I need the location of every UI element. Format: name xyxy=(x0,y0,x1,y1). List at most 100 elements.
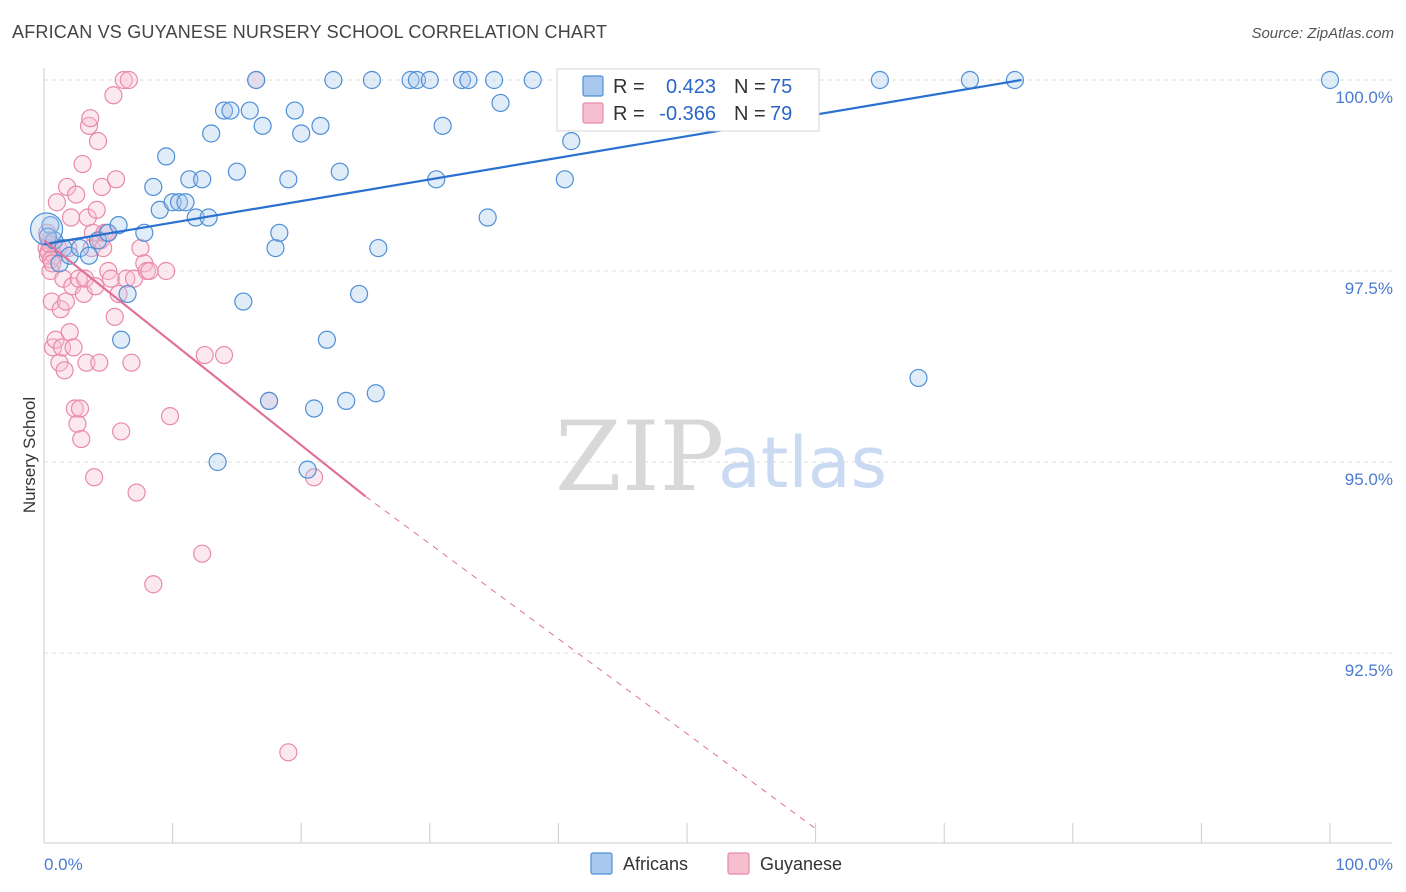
watermark-atlas: atlas xyxy=(718,422,887,504)
guyanese-point-24 xyxy=(68,414,87,433)
africans-point-43 xyxy=(330,162,349,181)
watermark-zip: ZIP xyxy=(555,401,724,513)
africans-point-10 xyxy=(118,284,137,304)
guyanese-swatch xyxy=(582,102,604,124)
guyanese-n-value: 79 xyxy=(770,103,792,125)
guyanese-point-27 xyxy=(72,429,91,449)
guyanese-point-28 xyxy=(73,154,92,174)
guyanese-point-53 xyxy=(112,422,131,441)
guyanese-point-51 xyxy=(106,170,126,189)
africans-r-label: R = xyxy=(613,76,645,98)
y-tick-label-0: 92.5% xyxy=(1345,661,1393,680)
guyanese-point-41 xyxy=(90,353,109,372)
africans-point-58 xyxy=(491,93,510,113)
legend-africans-label: Africans xyxy=(623,854,688,874)
guyanese-point-59 xyxy=(127,483,146,502)
africans-point-60 xyxy=(555,170,574,189)
africans-point-53 xyxy=(433,116,452,135)
africans-n-label: N = xyxy=(734,76,766,98)
guyanese-point-34 xyxy=(81,109,100,128)
africans-point-11 xyxy=(112,330,131,349)
guyanese-n-label: N = xyxy=(734,103,766,125)
africans-point-39 xyxy=(304,399,324,418)
guyanese-point-64 xyxy=(144,575,163,594)
africans-point-57 xyxy=(485,70,504,90)
africans-point-55 xyxy=(459,70,478,90)
guyanese-point-21 xyxy=(64,338,83,357)
guyanese-point-50 xyxy=(105,307,124,326)
africans-point-24 xyxy=(208,452,227,472)
africans-point-32 xyxy=(259,391,279,410)
africans-point-2 xyxy=(50,254,69,273)
x-tick-labels: 0.0% 100.0% xyxy=(44,855,1393,874)
africans-point-26 xyxy=(221,101,240,120)
africans-point-cluster xyxy=(29,212,64,246)
africans-point-47 xyxy=(366,384,385,403)
guyanese-point-19 xyxy=(61,208,81,227)
guyanese-point-31 xyxy=(77,353,96,372)
africans-point-19 xyxy=(180,170,199,189)
gridlines xyxy=(44,79,1392,654)
series-legend: Africans Guyanese xyxy=(590,852,842,875)
guyanese-r-label: R = xyxy=(613,103,645,125)
africans-point-9 xyxy=(109,216,128,235)
africans-trend-line xyxy=(43,78,1022,246)
trend-lines xyxy=(43,78,1022,830)
legend-guyanese-swatch xyxy=(727,852,750,875)
guyanese-point-69 xyxy=(214,345,234,365)
guyanese-point-73 xyxy=(304,468,324,487)
guyanese-point-14 xyxy=(55,361,74,380)
guyanese-point-23 xyxy=(67,185,86,204)
guyanese-point-65 xyxy=(157,261,176,281)
legend-guyanese-label: Guyanese xyxy=(760,854,842,874)
axes xyxy=(43,68,1392,844)
africans-point-56 xyxy=(478,208,497,227)
africans-point-38 xyxy=(298,460,317,479)
africans-point-69 xyxy=(870,70,890,90)
guyanese-point-8 xyxy=(47,193,66,212)
africans-point-23 xyxy=(202,124,221,143)
africans-n-value: 75 xyxy=(770,76,792,98)
y-axis-label: Nursery School xyxy=(20,397,39,513)
africans-point-15 xyxy=(157,147,176,166)
guyanese-points xyxy=(37,70,324,762)
guyanese-point-49 xyxy=(104,86,123,105)
africans-point-4 xyxy=(60,246,79,265)
africans-point-28 xyxy=(234,292,253,311)
chart-title: AFRICAN VS GUYANESE NURSERY SCHOOL CORRE… xyxy=(12,22,608,42)
guyanese-point-55 xyxy=(117,269,136,288)
guyanese-trend-line xyxy=(43,239,367,498)
guyanese-point-37 xyxy=(85,468,104,487)
africans-point-36 xyxy=(285,101,304,120)
africans-point-50 xyxy=(407,70,427,90)
africans-point-45 xyxy=(349,284,369,304)
guyanese-point-63 xyxy=(140,261,159,281)
africans-point-61 xyxy=(562,132,581,151)
guyanese-point-68 xyxy=(195,345,214,365)
africans-point-49 xyxy=(401,70,420,90)
africans-point-59 xyxy=(523,70,542,90)
stats-legend: R = 0.423 N = 75 R = -0.366 N = 79 xyxy=(556,68,820,132)
guyanese-point-22 xyxy=(65,399,84,418)
africans-point-35 xyxy=(279,170,298,189)
guyanese-point-43 xyxy=(92,177,111,197)
guyanese-point-56 xyxy=(119,70,138,90)
guyanese-point-26 xyxy=(70,399,90,418)
y-tick-label-3: 100.0% xyxy=(1335,88,1393,107)
guyanese-point-39 xyxy=(87,200,106,219)
africans-point-34 xyxy=(270,223,289,242)
africans-point-18 xyxy=(176,193,195,212)
africans-point-73 xyxy=(1320,70,1340,90)
africans-point-17 xyxy=(169,193,189,212)
guyanese-point-67 xyxy=(193,544,212,563)
africans-point-40 xyxy=(311,116,330,135)
africans-point-33 xyxy=(266,238,285,258)
africans-point-25 xyxy=(214,101,234,120)
guyanese-point-15 xyxy=(56,292,75,311)
guyanese-point-66 xyxy=(160,407,180,426)
africans-point-13 xyxy=(144,177,163,197)
africans-point-54 xyxy=(452,70,472,90)
guyanese-point-40 xyxy=(88,132,108,151)
africans-point-44 xyxy=(337,391,356,410)
